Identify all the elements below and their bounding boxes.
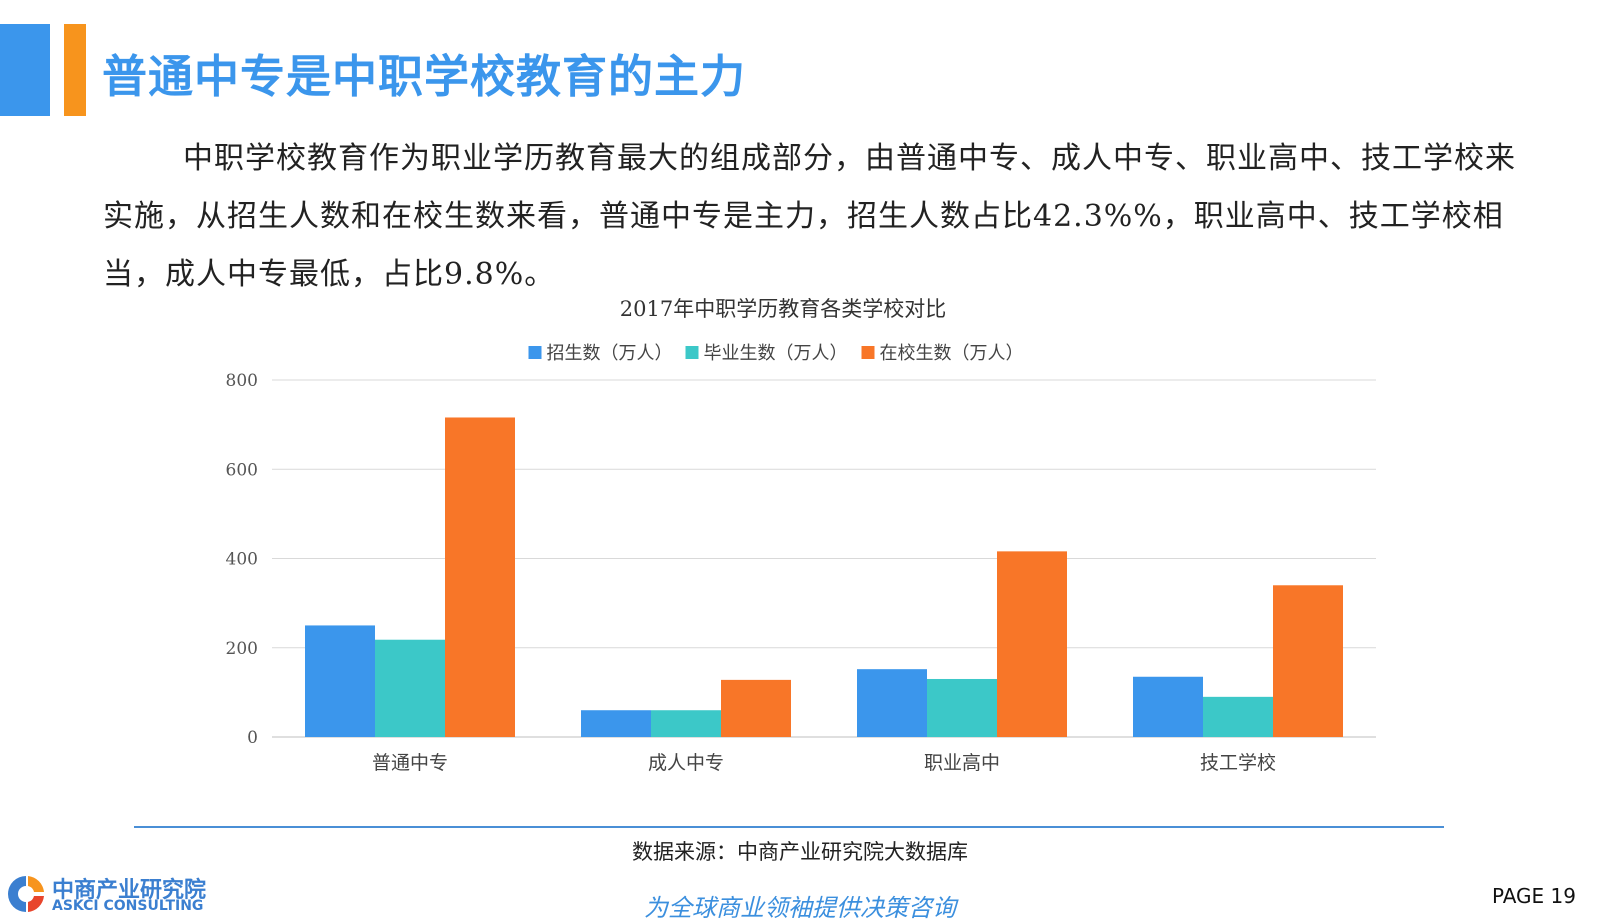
chart-legend: 招生数（万人） 毕业生数（万人） 在校生数（万人）	[528, 343, 1024, 364]
legend-label: 毕业生数（万人）	[704, 343, 848, 364]
logo-text-cn: 中商产业研究院	[52, 878, 207, 903]
logo-text-en: ASKCI CONSULTING	[52, 898, 204, 914]
company-logo: 中商产业研究院 ASKCI CONSULTING	[6, 872, 226, 918]
y-tick-label: 0	[247, 728, 258, 748]
legend-swatch	[685, 346, 699, 359]
page-title: 普通中专是中职学校教育的主力	[102, 50, 747, 103]
x-tick-label: 成人中专	[648, 752, 724, 774]
legend-label: 招生数（万人）	[547, 343, 673, 364]
bar-2-0	[857, 669, 927, 737]
y-tick-label: 800	[226, 371, 258, 391]
bar-1-1	[651, 710, 721, 737]
legend-swatch	[528, 346, 542, 359]
x-tick-label: 职业高中	[924, 752, 1000, 774]
chart-title: 2017年中职学历教育各类学校对比	[620, 297, 946, 321]
bar-2-1	[927, 678, 997, 737]
header-accent-blue	[0, 24, 50, 116]
bar-3-1	[1203, 696, 1273, 737]
bar-2-2	[997, 551, 1067, 737]
logo-icon	[8, 876, 44, 912]
y-tick-label: 600	[226, 460, 258, 480]
footer-divider	[134, 826, 1444, 828]
header-accent-orange	[64, 24, 86, 116]
bar-0-0	[305, 625, 375, 737]
y-axis: 0 200 400 600 800	[226, 371, 258, 748]
chart-bars	[305, 417, 1343, 737]
bar-1-0	[581, 710, 651, 737]
bar-0-2	[445, 417, 515, 737]
legend-swatch	[861, 346, 875, 359]
bar-1-2	[721, 679, 791, 737]
bar-3-0	[1133, 676, 1203, 737]
y-tick-label: 400	[226, 550, 258, 570]
slogan: 为全球商业领袖提供决策咨询	[644, 894, 956, 922]
bar-0-1	[375, 639, 445, 737]
page-number: PAGE 19	[1491, 884, 1576, 908]
x-tick-label: 技工学校	[1200, 752, 1276, 774]
x-tick-label: 普通中专	[372, 752, 448, 774]
intro-paragraph: 中职学校教育作为职业学历教育最大的组成部分，由普通中专、成人中专、职业高中、技工…	[103, 141, 1516, 292]
x-axis: 普通中专 成人中专 职业高中 技工学校	[372, 752, 1276, 774]
data-source: 数据来源：中商产业研究院大数据库	[632, 840, 968, 864]
bar-3-2	[1273, 585, 1343, 737]
y-tick-label: 200	[226, 639, 258, 659]
legend-label: 在校生数（万人）	[880, 343, 1024, 364]
